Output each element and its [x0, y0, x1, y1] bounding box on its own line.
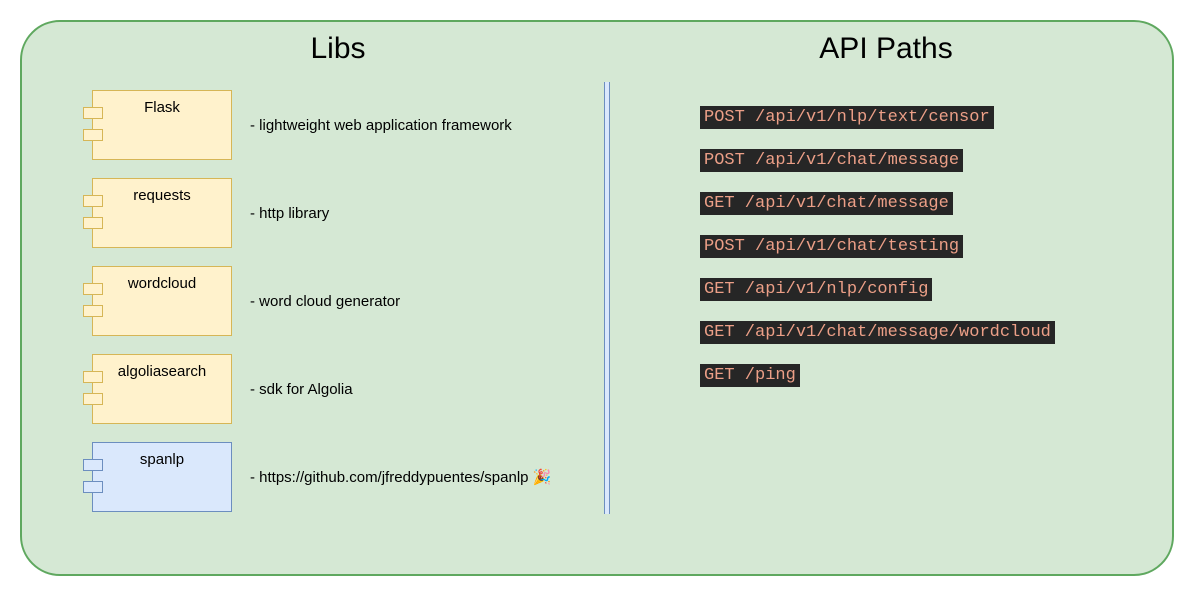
api-path: POST /api/v1/chat/testing [700, 235, 963, 258]
lib-row: wordcloud - word cloud generator [92, 266, 584, 336]
lib-desc: - lightweight web application framework [250, 117, 512, 134]
libs-heading: Libs [92, 32, 584, 66]
lib-row: Flask - lightweight web application frame… [92, 90, 584, 160]
component-tab-icon [83, 283, 103, 295]
api-path: GET /api/v1/chat/message/wordcloud [700, 321, 1055, 344]
api-path: GET /api/v1/nlp/config [700, 278, 932, 301]
api-paths-heading: API Paths [640, 32, 1132, 66]
lib-component: Flask [92, 90, 232, 160]
diagram-container: Libs Flask - lightweight web application … [20, 20, 1174, 576]
component-tab-icon [83, 107, 103, 119]
lib-desc: - http library [250, 205, 329, 222]
component-tab-icon [83, 459, 103, 471]
component-tab-icon [83, 393, 103, 405]
lib-component: wordcloud [92, 266, 232, 336]
libs-column: Libs Flask - lightweight web application … [22, 22, 604, 574]
component-tab-icon [83, 217, 103, 229]
lib-desc: - https://github.com/jfreddypuentes/span… [250, 468, 551, 486]
api-paths-column: API Paths POST /api/v1/nlp/text/censorPO… [610, 22, 1172, 574]
lib-name: spanlp [140, 451, 184, 511]
libs-list: Flask - lightweight web application frame… [92, 90, 584, 512]
lib-name: Flask [144, 99, 180, 159]
api-path: GET /api/v1/chat/message [700, 192, 953, 215]
api-path: POST /api/v1/chat/message [700, 149, 963, 172]
lib-component: algoliasearch [92, 354, 232, 424]
lib-name: wordcloud [128, 275, 196, 335]
lib-row: algoliasearch - sdk for Algolia [92, 354, 584, 424]
lib-component: requests [92, 178, 232, 248]
api-paths-list: POST /api/v1/nlp/text/censor POST /api/v1… [640, 90, 1132, 387]
component-tab-icon [83, 129, 103, 141]
lib-name: algoliasearch [118, 363, 206, 423]
component-tab-icon [83, 481, 103, 493]
lib-name: requests [133, 187, 191, 247]
component-tab-icon [83, 305, 103, 317]
component-tab-icon [83, 195, 103, 207]
api-path: GET /ping [700, 364, 800, 387]
lib-component: spanlp [92, 442, 232, 512]
lib-desc: - word cloud generator [250, 293, 400, 310]
lib-row: requests - http library [92, 178, 584, 248]
component-tab-icon [83, 371, 103, 383]
lib-desc: - sdk for Algolia [250, 381, 353, 398]
api-path: POST /api/v1/nlp/text/censor [700, 106, 994, 129]
lib-row: spanlp - https://github.com/jfreddypuente… [92, 442, 584, 512]
